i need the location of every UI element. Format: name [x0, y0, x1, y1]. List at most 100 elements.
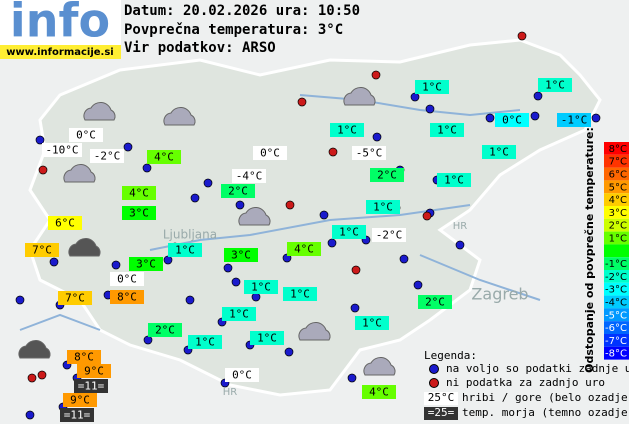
station-dot-available — [142, 163, 152, 173]
temp-label: -2°C — [376, 229, 403, 242]
scale-label: 4°C — [609, 195, 627, 206]
station-dot-available — [185, 295, 195, 305]
temp-label: 0°C — [260, 147, 280, 160]
temp-label: 0°C — [502, 114, 522, 127]
station-dot-missing — [297, 97, 307, 107]
scale-step — [604, 167, 629, 181]
temp-box — [244, 280, 278, 294]
temp-label: 1°C — [290, 288, 310, 301]
legend-text: hribi / gore (belo ozadje) — [462, 391, 629, 404]
temp-label: 9°C — [84, 365, 104, 378]
station-dot-missing — [328, 147, 338, 157]
header-average: Povprečna temperatura: 3°C — [124, 22, 343, 38]
temp-label: =11= — [78, 380, 105, 393]
station-dot-available — [530, 111, 540, 121]
temp-label: 1°C — [251, 281, 271, 294]
temp-box — [58, 291, 92, 305]
station-dot-available — [533, 91, 543, 101]
scale-step — [604, 180, 629, 194]
station-dot-available — [190, 193, 200, 203]
temp-label: 2°C — [377, 169, 397, 182]
scale-step — [604, 346, 629, 360]
station-dot-missing — [517, 31, 527, 41]
temp-box — [69, 128, 103, 142]
temp-box — [430, 123, 464, 137]
temp-box — [225, 368, 259, 382]
legend-dot-blue — [429, 364, 439, 374]
temp-label: 4°C — [154, 151, 174, 164]
scale-label: -8°C — [605, 349, 627, 360]
station-dot-available — [231, 277, 241, 287]
scale-step — [604, 142, 629, 155]
station-dot-missing — [38, 165, 48, 175]
temp-label: -2°C — [94, 150, 121, 163]
temp-box — [90, 149, 124, 163]
temp-box — [415, 80, 449, 94]
temp-box — [232, 169, 266, 183]
scale-label: 3°C — [609, 208, 627, 219]
scale-label: 1°C — [609, 234, 627, 245]
temp-label: 1°C — [373, 201, 393, 214]
temp-label: 1°C — [257, 332, 277, 345]
temp-label: 1°C — [422, 81, 442, 94]
temp-box — [147, 150, 181, 164]
logo-text: info — [10, 0, 110, 48]
temp-label: 4°C — [369, 386, 389, 399]
temp-label: 3°C — [136, 258, 156, 271]
legend-text: ni podatka za zadnjo uro — [446, 376, 605, 389]
weather-icons — [18, 87, 396, 376]
temp-label: =11= — [64, 409, 91, 422]
station-dot-available — [143, 335, 153, 345]
temp-box — [148, 323, 182, 337]
temp-label: 1°C — [362, 317, 382, 330]
scale-label: 8°C — [609, 144, 627, 155]
temp-box — [355, 316, 389, 330]
temp-box — [418, 295, 452, 309]
temp-box — [122, 186, 156, 200]
legend-text: na voljo so podatki zadnje ure — [446, 362, 629, 375]
temp-box — [222, 307, 256, 321]
station-dot-available — [25, 410, 35, 420]
temp-label: 0°C — [232, 369, 252, 382]
temp-label: 1°C — [437, 124, 457, 137]
temp-box — [332, 225, 366, 239]
scale-label: 7°C — [609, 157, 627, 168]
temp-label: 7°C — [65, 292, 85, 305]
temp-box — [221, 184, 255, 198]
station-dot-missing — [27, 373, 37, 383]
map-label: Zagreb — [471, 285, 528, 304]
scale-step — [604, 334, 629, 347]
station-dot-available — [350, 303, 360, 313]
scale-step — [604, 218, 629, 232]
station-labels: 1°C 1°C 1°C 1°C 0°C -1°C 0°C -10°C -2°C 4°C 0°C -5°… — [25, 78, 591, 422]
scale-step — [604, 295, 629, 309]
temp-box — [330, 123, 364, 137]
station-dot-available — [35, 135, 45, 145]
temp-box — [48, 216, 82, 230]
temp-box — [437, 173, 471, 187]
rivers — [19, 94, 541, 331]
temp-label: 2°C — [155, 324, 175, 337]
scale-label: -1°C — [605, 259, 627, 270]
legend-sample: 25°C — [428, 391, 455, 404]
temp-box — [253, 146, 287, 160]
temp-box — [77, 364, 111, 378]
scale-step — [604, 244, 629, 258]
logo-url[interactable]: www.informacije.si — [6, 47, 114, 58]
logo-bar — [0, 45, 121, 59]
scale-label: -4°C — [605, 298, 627, 309]
temp-label: 2°C — [425, 296, 445, 309]
temp-box — [250, 331, 284, 345]
temp-box — [370, 168, 404, 182]
temp-label: 1°C — [175, 244, 195, 257]
station-dot-available — [223, 263, 233, 273]
temp-label: 2°C — [228, 185, 248, 198]
temp-label: -4°C — [236, 170, 263, 183]
temp-label: 9°C — [70, 394, 90, 407]
scale-step — [604, 231, 629, 245]
station-dot-available — [163, 255, 173, 265]
scale-step — [604, 257, 629, 270]
legend-box-white — [424, 392, 458, 405]
temp-label: 8°C — [117, 291, 137, 304]
